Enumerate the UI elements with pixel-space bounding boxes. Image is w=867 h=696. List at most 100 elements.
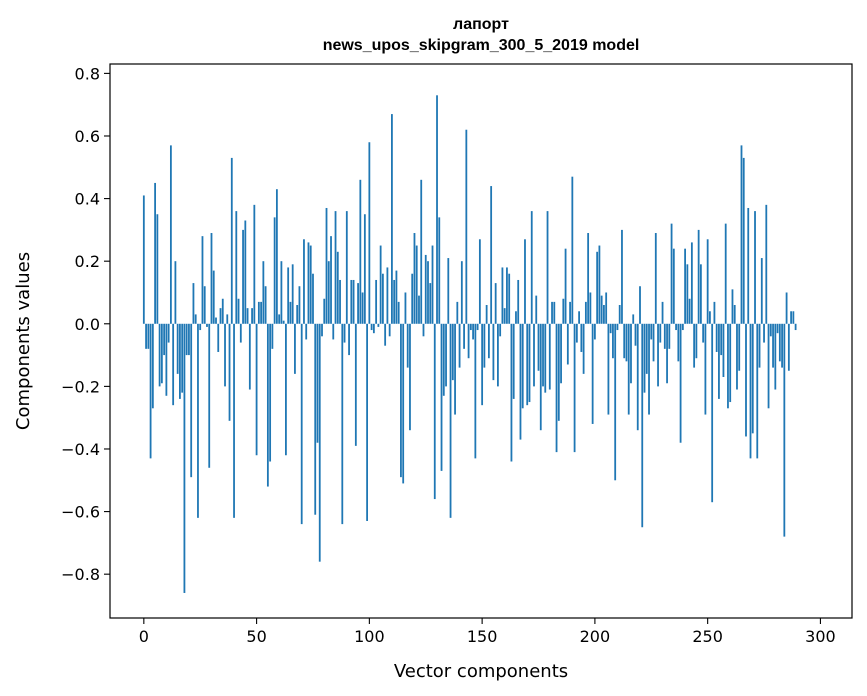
bar-96 xyxy=(359,179,362,324)
bar-265 xyxy=(740,145,743,324)
bar-73 xyxy=(307,242,310,324)
bar-62 xyxy=(282,320,285,324)
bar-235 xyxy=(672,248,675,324)
bar-289 xyxy=(794,323,797,331)
bar-107 xyxy=(384,323,387,346)
bar-6 xyxy=(156,214,159,324)
bar-136 xyxy=(449,323,452,518)
bar-287 xyxy=(790,311,792,324)
bar-222 xyxy=(643,323,646,393)
y-tick-label: −0.4 xyxy=(61,440,100,459)
bar-105 xyxy=(379,245,382,324)
bar-167 xyxy=(519,323,522,440)
bar-148 xyxy=(476,323,479,331)
bar-279 xyxy=(772,323,774,368)
bar-13 xyxy=(172,323,175,406)
bar-147 xyxy=(474,323,477,459)
bar-282 xyxy=(778,323,781,362)
bar-169 xyxy=(524,239,526,324)
bar-255 xyxy=(718,323,720,399)
bars-group xyxy=(142,95,797,593)
bar-182 xyxy=(553,301,556,324)
x-tick-label: 300 xyxy=(805,627,836,646)
bar-60 xyxy=(278,314,281,324)
bar-74 xyxy=(309,245,312,324)
bar-179 xyxy=(546,211,549,324)
bar-155 xyxy=(492,323,495,381)
bar-16 xyxy=(179,323,181,399)
bar-262 xyxy=(733,305,736,324)
bar-185 xyxy=(560,323,562,384)
bar-61 xyxy=(280,261,283,324)
bar-49 xyxy=(253,204,256,324)
bar-217 xyxy=(632,314,635,324)
bar-85 xyxy=(334,211,337,324)
bar-162 xyxy=(508,273,511,324)
bar-241 xyxy=(686,264,689,324)
bar-253 xyxy=(713,301,716,324)
bar-250 xyxy=(706,239,709,324)
bar-40 xyxy=(233,323,235,518)
bar-124 xyxy=(422,323,425,337)
bar-247 xyxy=(699,264,702,324)
bar-29 xyxy=(208,323,211,468)
bar-242 xyxy=(688,298,691,324)
bar-99 xyxy=(366,323,368,521)
bar-266 xyxy=(742,157,745,324)
bar-187 xyxy=(564,248,567,324)
y-axis: −0.8 −0.6 −0.4 −0.2 0.0 0.2 0.4 0.6 0.8 xyxy=(61,64,110,584)
bar-212 xyxy=(621,229,623,324)
bar-118 xyxy=(409,323,411,431)
bar-280 xyxy=(774,323,777,390)
bar-0 xyxy=(142,195,145,324)
x-tick-label: 100 xyxy=(354,627,385,646)
bar-76 xyxy=(314,323,317,515)
bar-84 xyxy=(332,323,335,340)
chart-subtitle: news_upos_skipgram_300_5_2019 model xyxy=(323,37,640,54)
bar-48 xyxy=(251,308,253,324)
bar-258 xyxy=(724,223,727,324)
bar-267 xyxy=(745,323,747,437)
bar-142 xyxy=(463,323,465,349)
bar-161 xyxy=(506,267,508,324)
bar-143 xyxy=(465,129,468,324)
bar-159 xyxy=(501,267,504,324)
bar-95 xyxy=(357,283,359,324)
bar-116 xyxy=(404,292,407,324)
bar-230 xyxy=(661,301,664,324)
bar-75 xyxy=(312,273,314,324)
bar-202 xyxy=(598,245,601,324)
bar-220 xyxy=(639,286,641,324)
bar-32 xyxy=(215,317,217,324)
bar-206 xyxy=(607,323,610,415)
bar-20 xyxy=(188,323,190,356)
y-tick-label: −0.2 xyxy=(61,377,100,396)
bar-92 xyxy=(350,279,353,324)
bar-121 xyxy=(415,245,418,324)
bar-130 xyxy=(436,95,438,324)
bar-109 xyxy=(388,323,391,337)
bar-89 xyxy=(343,323,346,343)
bar-102 xyxy=(372,323,375,334)
bar-112 xyxy=(395,270,398,324)
bar-269 xyxy=(749,323,752,459)
bar-260 xyxy=(729,323,732,403)
bar-214 xyxy=(625,323,628,362)
bar-195 xyxy=(582,323,585,374)
bar-288 xyxy=(792,311,795,324)
bar-26 xyxy=(201,236,204,324)
bar-263 xyxy=(736,323,738,390)
bar-228 xyxy=(657,323,659,387)
bar-183 xyxy=(555,323,558,453)
y-tick-label: 0.4 xyxy=(75,190,100,209)
bar-204 xyxy=(603,305,605,324)
bar-56 xyxy=(269,323,272,462)
bar-223 xyxy=(645,323,648,374)
bar-152 xyxy=(485,305,488,324)
bar-256 xyxy=(720,323,723,356)
bar-276 xyxy=(765,204,768,324)
bar-160 xyxy=(503,308,506,324)
bar-239 xyxy=(681,323,684,331)
bar-27 xyxy=(203,286,206,324)
bar-246 xyxy=(697,229,700,324)
